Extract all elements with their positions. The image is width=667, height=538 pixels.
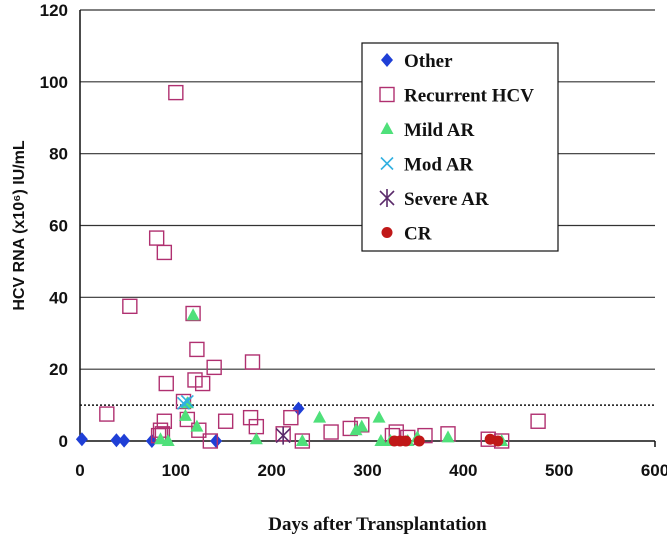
legend-entry: Mod AR — [404, 155, 473, 176]
point-other — [210, 434, 223, 448]
y-tick-label: 60 — [49, 217, 68, 236]
legend-marker — [381, 53, 393, 67]
point-recurrent-hcv — [189, 341, 205, 358]
legend-entry: Recurrent HCV — [404, 86, 534, 107]
point-recurrent-hcv — [185, 305, 201, 322]
legend-marker — [379, 86, 395, 103]
y-tick-label: 20 — [49, 360, 68, 379]
x-tick-label: 500 — [545, 461, 573, 480]
point-cr — [400, 435, 412, 447]
x-tick-label: 300 — [353, 461, 381, 480]
x-tick-label: 100 — [162, 461, 190, 480]
legend: Other Recurrent HCV Mild AR Mod AR Severe AR… — [361, 42, 559, 252]
point-mild-ar — [249, 432, 263, 445]
point-mod-ar — [180, 394, 194, 409]
x-tick-label: 400 — [449, 461, 477, 480]
legend-marker — [379, 189, 395, 207]
legend-marker — [381, 227, 393, 238]
y-tick-labels: 0 20 40 60 80 100 120 — [40, 1, 68, 451]
point-mild-ar — [349, 423, 363, 436]
point-recurrent-hcv — [248, 418, 265, 435]
legend-entry: Other — [404, 51, 453, 72]
point-mild-ar — [161, 434, 175, 446]
point-recurrent-hcv — [530, 413, 546, 429]
legend-box — [361, 42, 559, 252]
legend-entry: CR — [404, 224, 432, 245]
point-recurrent-hcv — [158, 375, 174, 392]
legend-entry: Severe AR — [404, 189, 489, 210]
point-recurrent-hcv — [244, 354, 261, 370]
x-tick-labels: 0 100 200 300 400 500 600 — [75, 461, 667, 480]
point-mild-ar — [313, 410, 327, 423]
point-recurrent-hcv — [242, 409, 259, 426]
point-mild-ar — [186, 308, 200, 321]
x-tick-label: 600 — [641, 461, 667, 480]
x-tick-label: 0 — [75, 461, 84, 480]
point-recurrent-hcv — [122, 298, 138, 315]
legend-marker — [380, 122, 394, 134]
point-recurrent-hcv — [217, 413, 234, 429]
x-tick-label: 200 — [257, 461, 285, 480]
y-tick-label: 0 — [59, 432, 68, 451]
point-recurrent-hcv — [194, 375, 211, 392]
point-recurrent-hcv — [156, 244, 173, 261]
point-mild-ar — [178, 408, 192, 421]
point-recurrent-hcv — [354, 417, 370, 433]
point-recurrent-hcv — [168, 84, 184, 101]
y-tick-label: 100 — [40, 73, 68, 92]
x-axis-label: Days after Transplantation — [268, 514, 487, 535]
y-tick-label: 120 — [40, 1, 68, 20]
point-mod-ar — [176, 396, 191, 410]
axes — [79, 10, 656, 447]
point-cr — [492, 435, 504, 447]
y-tick-label: 80 — [49, 145, 68, 164]
point-recurrent-hcv — [283, 409, 299, 426]
point-other — [75, 432, 88, 447]
point-severe-ar — [275, 426, 291, 445]
point-recurrent-hcv — [202, 433, 219, 449]
point-recurrent-hcv — [148, 230, 165, 246]
point-other — [118, 433, 131, 448]
point-mild-ar — [154, 432, 167, 445]
y-axis-label: HCV RNA (x10⁶) IU/mL — [11, 140, 28, 311]
point-mild-ar — [372, 410, 386, 423]
point-recurrent-hcv — [323, 424, 339, 440]
data-points — [75, 84, 546, 449]
legend-marker — [380, 156, 394, 171]
point-other — [110, 433, 123, 448]
point-recurrent-hcv — [156, 413, 173, 429]
point-mild-ar — [374, 434, 388, 446]
legend-entry: Mild AR — [404, 120, 474, 141]
point-mild-ar — [295, 434, 309, 446]
point-mild-ar — [441, 430, 455, 443]
point-recurrent-hcv — [175, 393, 192, 410]
point-cr — [413, 435, 425, 447]
point-recurrent-hcv — [206, 359, 222, 376]
y-tick-label: 40 — [49, 288, 68, 307]
point-recurrent-hcv — [99, 406, 115, 422]
point-other — [292, 401, 305, 416]
point-mild-ar — [355, 419, 369, 432]
point-mild-ar — [190, 419, 204, 432]
